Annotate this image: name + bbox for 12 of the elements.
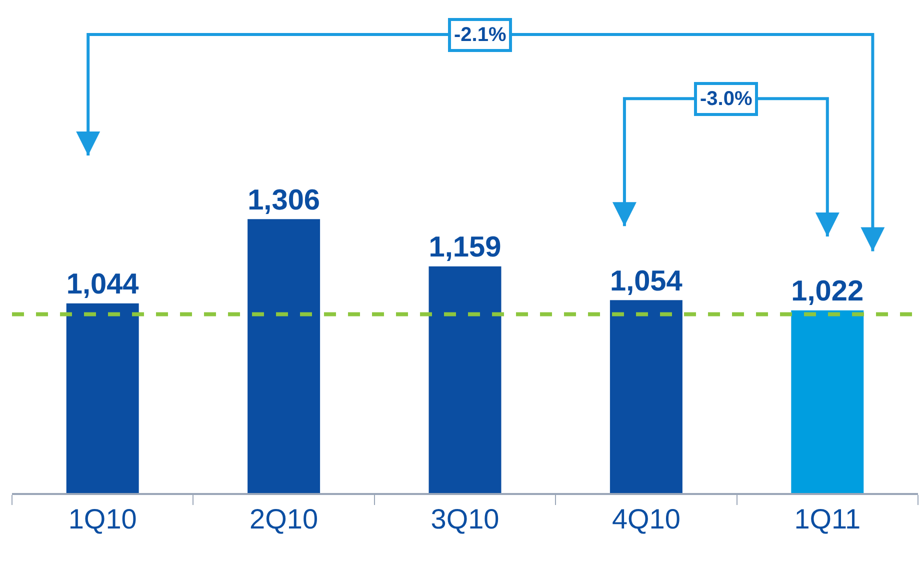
data-label: 1,159 xyxy=(428,232,502,264)
x-tick-label: 1Q10 xyxy=(68,503,137,534)
data-label: 1,306 xyxy=(248,184,320,216)
x-tick-label: 3Q10 xyxy=(430,503,500,534)
x-tick-label: 2Q10 xyxy=(250,503,318,534)
data-label: 1,054 xyxy=(610,265,682,298)
data-label: 1,022 xyxy=(791,276,864,308)
x-tick-label: 1Q11 xyxy=(794,503,861,534)
text: -3.0% xyxy=(700,88,752,110)
x-tick-label: 4Q10 xyxy=(612,503,680,534)
text: -2.1% xyxy=(454,24,506,46)
data-label: 1,044 xyxy=(66,268,139,301)
